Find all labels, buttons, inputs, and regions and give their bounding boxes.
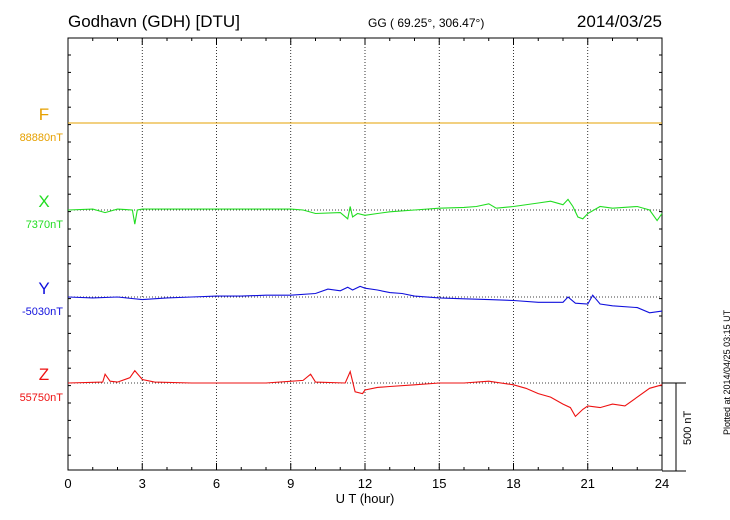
x-tick-label: 6 [213, 476, 220, 491]
series-line-x [67, 198, 663, 225]
x-tick-label: 15 [432, 476, 446, 491]
scale-bar: 500 nT [662, 382, 694, 472]
series-name-f: F [39, 105, 49, 124]
x-tick-label: 18 [506, 476, 520, 491]
x-tick-label: 21 [581, 476, 595, 491]
plotted-at-note: Plotted at 2014/04/25 03:15 UT [722, 309, 730, 435]
baseline-value-y: -5030nT [22, 306, 63, 318]
series-name-x: X [38, 192, 49, 211]
x-tick-label: 9 [287, 476, 294, 491]
series-line-y [67, 285, 663, 314]
grid-lines [68, 38, 662, 470]
station-title: Godhavn (GDH) [DTU] [68, 12, 240, 31]
series-labels: F 88880nT X 7370nT Y -5030nT Z 55750nT [20, 105, 64, 404]
baseline-value-f: 88880nT [20, 132, 64, 144]
x-tick-label: 3 [139, 476, 146, 491]
x-tick-label: 0 [64, 476, 71, 491]
series-name-z: Z [39, 365, 49, 384]
baseline-value-z: 55750nT [20, 392, 64, 404]
series-name-y: Y [38, 279, 49, 298]
x-axis-label: U T (hour) [336, 491, 395, 506]
date-label: 2014/03/25 [576, 12, 662, 31]
scale-bar-label: 500 nT [682, 410, 694, 445]
x-tick-label: 24 [655, 476, 669, 491]
axis-ticks: 0 3 6 9 12 15 18 21 24 U T (hour) [64, 38, 669, 506]
series-layer [67, 122, 663, 418]
coordinates-label: GG ( 69.25°, 306.47°) [368, 16, 485, 30]
baseline-value-x: 7370nT [26, 219, 64, 231]
x-tick-label: 12 [358, 476, 372, 491]
series-line-z [67, 369, 663, 418]
